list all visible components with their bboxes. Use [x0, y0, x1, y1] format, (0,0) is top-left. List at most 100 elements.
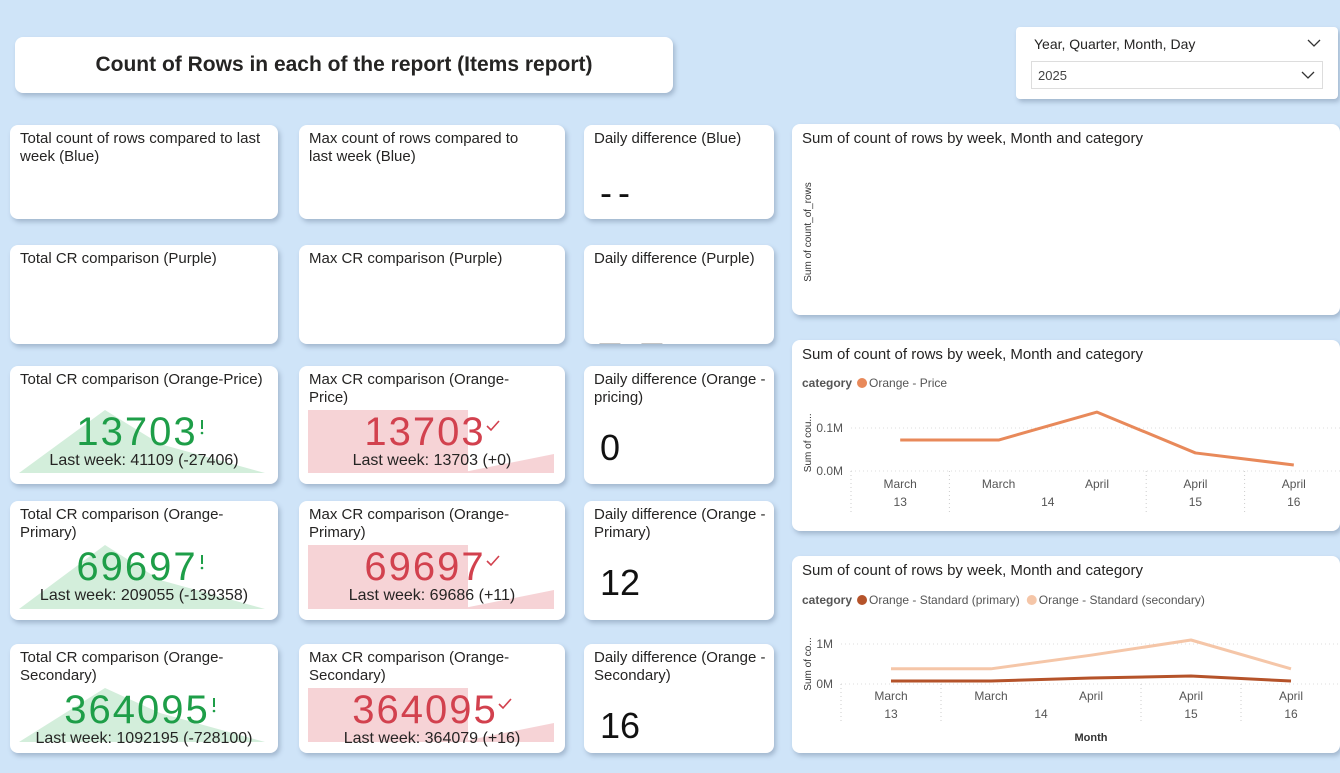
x-group-label: 13 — [884, 707, 898, 721]
kpi-card: Max CR comparison (Orange-Price) 13703 Las… — [299, 366, 565, 484]
x-tick-label: April — [1079, 689, 1103, 703]
x-tick-label: March — [874, 689, 907, 703]
date-slicer[interactable]: Year, Quarter, Month, Day 2025 — [1016, 27, 1338, 99]
kpi-card: Max CR comparison (Orange-Primary) 69697 L… — [299, 501, 565, 620]
icon-dot — [200, 566, 203, 570]
x-axis-label: Month — [1075, 732, 1108, 744]
kpi-value: 364095 — [64, 688, 210, 732]
card-title: Total CR comparison (Orange-Primary) — [20, 506, 224, 541]
kpi-card: Daily difference (Purple) _ _ — [584, 245, 774, 344]
kpi-card: Max CR comparison (Orange-Secondary) 3640… — [299, 644, 565, 753]
icon-stroke — [498, 698, 512, 710]
kpi-value-row: 364095 — [10, 688, 278, 732]
trend-area — [308, 410, 468, 473]
card-title: Daily difference (Orange - Primary) — [594, 506, 766, 541]
x-tick-label: April — [1282, 477, 1306, 491]
status-icon — [200, 555, 203, 570]
card-title: Daily difference (Purple) — [594, 250, 755, 267]
y-tick-label: 0.1M — [816, 421, 843, 435]
chart-title: Sum of count of rows by week, Month and … — [802, 346, 1144, 363]
chart-box: Sum of count of rows by week, Month and … — [792, 124, 1340, 315]
daily-value: 16 — [600, 705, 641, 746]
chart: Sum of count of rows by week, Month and … — [802, 130, 1144, 282]
kpi-comparison: Last week: 364079 (+16) — [343, 730, 521, 747]
kpi-value-row: 13703 — [299, 410, 565, 454]
slicer-dropdown[interactable]: 2025 — [1031, 61, 1323, 89]
kpi-card: Daily difference (Blue) -- — [584, 125, 774, 219]
trend-area — [308, 688, 468, 742]
kpi-card: Total CR comparison (Orange-Primary) 6969… — [10, 501, 278, 620]
kpi-card: Daily difference (Orange - pricing) 0 — [584, 366, 774, 484]
kpi-value: 69697 — [76, 545, 198, 589]
slicer-value: 2025 — [1038, 68, 1067, 83]
report-title: Count of Rows in each of the report (Ite… — [95, 53, 593, 76]
kpi-card: Total count of rows compared to last wee… — [10, 125, 278, 219]
kpi-comparison: Last week: 69686 (+11) — [348, 587, 516, 604]
chart-title: Sum of count of rows by week, Month and … — [802, 562, 1144, 579]
x-group-label: 14 — [1034, 707, 1048, 721]
icon-stroke — [486, 555, 500, 567]
x-tick-label: April — [1085, 477, 1109, 491]
legend-marker — [857, 595, 868, 605]
trend-background — [308, 688, 554, 742]
kpi-comparison: Last week: 209055 (-139358) — [39, 587, 249, 604]
trend-area — [459, 723, 554, 742]
legend-label: Orange - Standard (secondary) — [1039, 593, 1205, 607]
trend-background — [308, 410, 554, 473]
y-tick-label: 0M — [816, 677, 833, 691]
x-tick-label: April — [1179, 689, 1203, 703]
legend-marker — [1026, 595, 1037, 605]
daily-value: _ _ — [600, 306, 669, 345]
trend-background — [308, 545, 554, 609]
status-icon — [498, 698, 512, 710]
chart-title: Sum of count of rows by week, Month and … — [802, 130, 1144, 147]
series-line — [900, 410, 1294, 467]
kpi-card: Total CR comparison (Orange-Price) 13703 L… — [10, 366, 278, 484]
chart: Sum of count of rows by week, Month and … — [802, 562, 1340, 744]
card-title: Max count of rows compared to last week … — [309, 130, 519, 165]
status-icon — [212, 698, 216, 713]
kpi-value-row: 69697 — [299, 545, 565, 589]
collapse-icon[interactable] — [1306, 37, 1322, 49]
status-icon — [486, 555, 500, 567]
daily-value: 12 — [600, 562, 641, 603]
trend-background — [19, 688, 265, 742]
series-line — [891, 674, 1292, 683]
x-group-label: 15 — [1184, 707, 1198, 721]
trend-background — [19, 545, 265, 609]
trend-background — [19, 410, 265, 473]
kpi-value: 13703 — [364, 410, 486, 454]
icon-dot — [200, 431, 203, 435]
x-tick-label: March — [974, 689, 1007, 703]
kpi-value-row: 13703 — [10, 410, 278, 454]
status-icon — [486, 420, 500, 432]
daily-value: -- — [600, 172, 636, 213]
card-title: Total CR comparison (Orange-Secondary) — [20, 649, 224, 684]
card-title: Total CR comparison (Purple) — [20, 250, 217, 267]
kpi-value: 364095 — [352, 688, 498, 732]
x-tick-label: March — [982, 477, 1015, 491]
card-title: Daily difference (Orange - pricing) — [594, 371, 766, 406]
x-tick-label: April — [1183, 477, 1207, 491]
card-title: Max CR comparison (Orange-Primary) — [309, 506, 510, 541]
daily-value: 0 — [600, 427, 621, 468]
kpi-card: Daily difference (Orange - Secondary) 16 — [584, 644, 774, 753]
card-title: Max CR comparison (Orange-Price) — [309, 371, 510, 406]
trend-area — [459, 590, 554, 609]
card-title: Total count of rows compared to last wee… — [20, 130, 261, 165]
kpi-value-row: 69697 — [10, 545, 278, 589]
kpi-value: 13703 — [76, 410, 198, 454]
trend-area — [308, 545, 468, 609]
kpi-value-row: 364095 — [299, 688, 565, 732]
legend-marker — [857, 378, 868, 388]
x-group-label: 16 — [1287, 495, 1301, 509]
card-title: Daily difference (Orange - Secondary) — [594, 649, 766, 684]
kpi-card: Max CR comparison (Purple) — [299, 245, 565, 344]
kpi-card: Total CR comparison (Purple) — [10, 245, 278, 344]
dropdown-icon — [1301, 71, 1315, 79]
x-group-label: 13 — [894, 495, 908, 509]
slicer-label: Year, Quarter, Month, Day — [1034, 36, 1196, 52]
status-icon — [200, 420, 203, 435]
y-tick-label: 1M — [816, 637, 833, 651]
